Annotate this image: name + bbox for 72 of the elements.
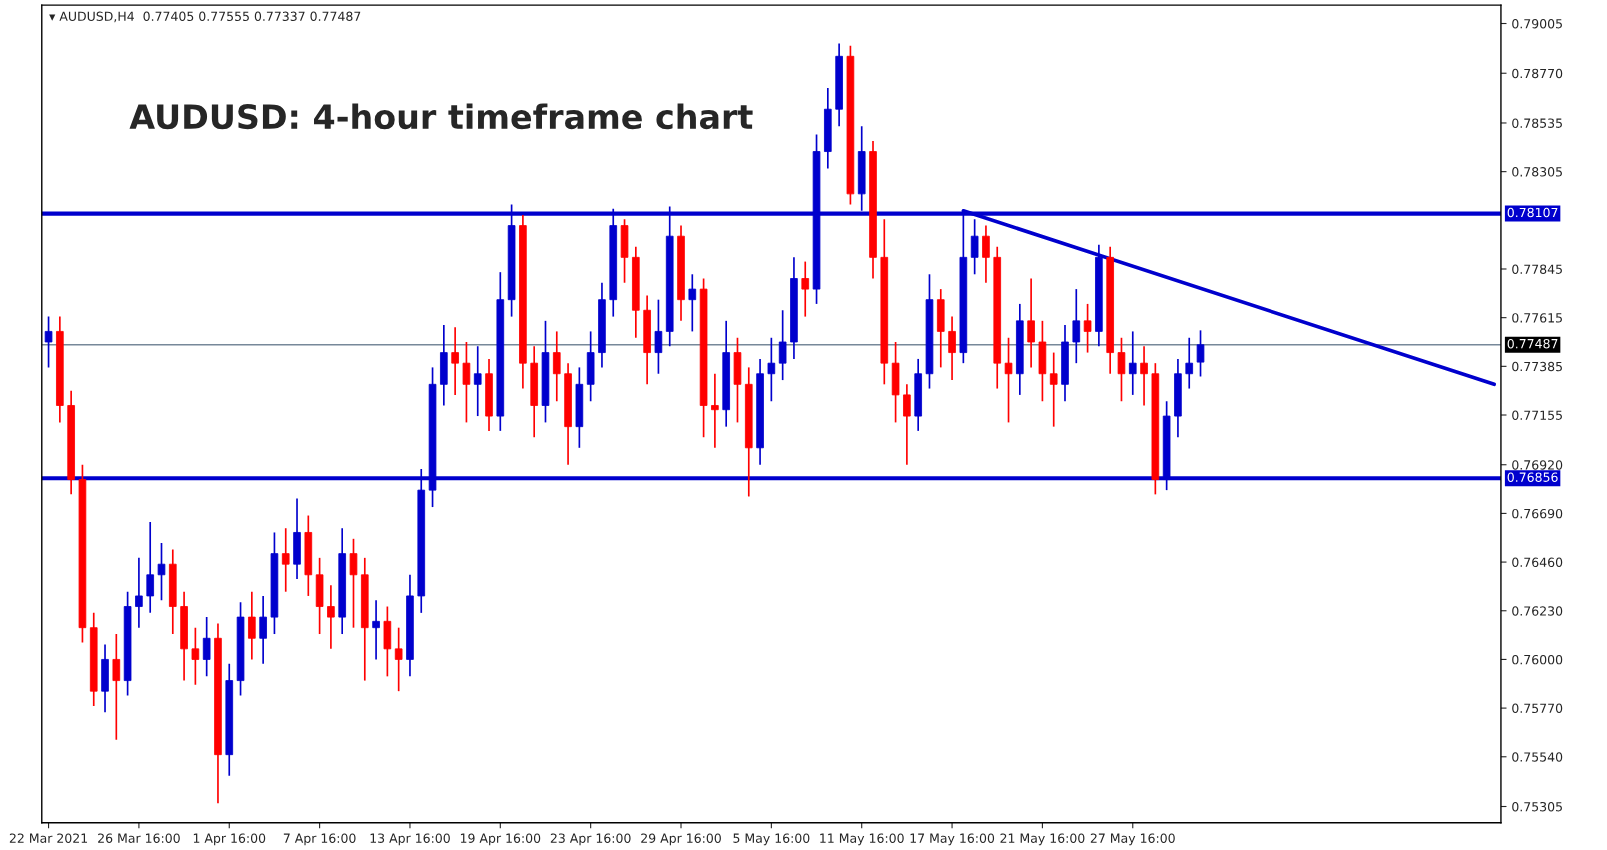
y-tick-label: 0.78305 <box>1512 167 1562 177</box>
x-tick-label: 11 May 16:00 <box>820 833 904 846</box>
y-tick-label: 0.77155 <box>1512 410 1562 420</box>
candlestick <box>778 309 787 381</box>
candlestick <box>112 633 121 741</box>
candlestick <box>146 521 155 614</box>
x-tick-label: 17 May 16:00 <box>910 833 995 846</box>
x-tick-label: 19 Apr 16:00 <box>460 833 541 846</box>
candlestick <box>473 345 482 417</box>
candlestick <box>202 616 211 678</box>
y-tick-label: 0.77385 <box>1512 361 1562 372</box>
candlestick <box>654 298 663 375</box>
annotation: ▾ AUDUSD,H4 0.77405 0.77555 0.77337 0.77487 <box>49 11 361 23</box>
candlestick <box>44 315 53 369</box>
candlestick <box>1140 345 1148 407</box>
candlestick <box>1004 336 1013 424</box>
candlestick <box>688 273 697 333</box>
y-tick-label: 0.76920 <box>1512 460 1563 470</box>
candlestick <box>1196 329 1205 378</box>
x-tick-label: 23 Apr 16:00 <box>550 833 631 846</box>
x-tick-label: 5 May 16:00 <box>733 833 810 846</box>
candlestick <box>372 599 380 661</box>
candlestick <box>903 383 911 466</box>
y-tick-label: 0.76000 <box>1512 654 1563 665</box>
candlestick <box>259 595 267 665</box>
y-tick-label: 0.76690 <box>1512 508 1563 519</box>
candlestick <box>248 590 256 661</box>
candlestick <box>281 527 290 593</box>
candlestick <box>1117 336 1126 403</box>
candlestick <box>948 315 956 381</box>
y-tick-label: 0.75305 <box>1512 801 1562 812</box>
ref-line-label: 0.78107 <box>1507 207 1558 218</box>
x-tick-label: 1 Apr 16:00 <box>193 833 266 846</box>
x-tick-label: 13 Apr 16:00 <box>370 833 450 846</box>
y-tick-label: 0.75540 <box>1512 752 1563 762</box>
candlestick <box>970 218 979 276</box>
candlestick <box>157 542 166 602</box>
candlestick <box>1128 330 1137 396</box>
ref-line-label: 0.76856 <box>1507 472 1558 482</box>
candlestick <box>1027 277 1035 369</box>
text: AUDUSD: 4-hour timeframe chart <box>129 103 753 130</box>
y-tick-label: 0.78770 <box>1512 68 1563 79</box>
x-tick-label: 7 Apr 16:00 <box>283 833 356 846</box>
candlestick <box>327 584 335 650</box>
candlestick <box>1185 336 1194 390</box>
candlestick <box>1049 351 1058 428</box>
y-tick-label: 0.78535 <box>1512 118 1562 128</box>
candlestick <box>451 326 459 396</box>
candlestick <box>1072 288 1081 364</box>
candlestick <box>767 336 776 403</box>
y-tick-label: 0.77845 <box>1512 264 1562 274</box>
y-tick-label: 0.76230 <box>1512 606 1563 616</box>
candlestick <box>191 626 200 686</box>
x-tick-label: 27 May 16:00 <box>1090 833 1175 846</box>
x-tick-label: 29 Apr 16:00 <box>641 833 721 846</box>
candlestick <box>135 557 143 629</box>
candlestick <box>394 626 403 693</box>
y-tick-label: 0.75770 <box>1512 703 1563 714</box>
candlestick <box>982 224 990 284</box>
candlestick <box>711 372 719 449</box>
ref-line-label: 0.77487 <box>1507 338 1558 349</box>
candlestick <box>349 537 358 629</box>
candlestick <box>552 330 561 403</box>
y-tick-label: 0.79005 <box>1512 18 1562 29</box>
y-tick-label: 0.76460 <box>1512 557 1563 568</box>
candlestick <box>801 260 810 318</box>
candlestick <box>1083 303 1092 354</box>
candlestick <box>462 341 471 424</box>
x-tick-label: 22 Mar 2021 <box>9 833 88 843</box>
x-tick-label: 21 May 16:00 <box>1000 833 1085 846</box>
x-tick-label: 26 Mar 16:00 <box>98 833 180 843</box>
y-tick-label: 0.77615 <box>1512 313 1562 323</box>
